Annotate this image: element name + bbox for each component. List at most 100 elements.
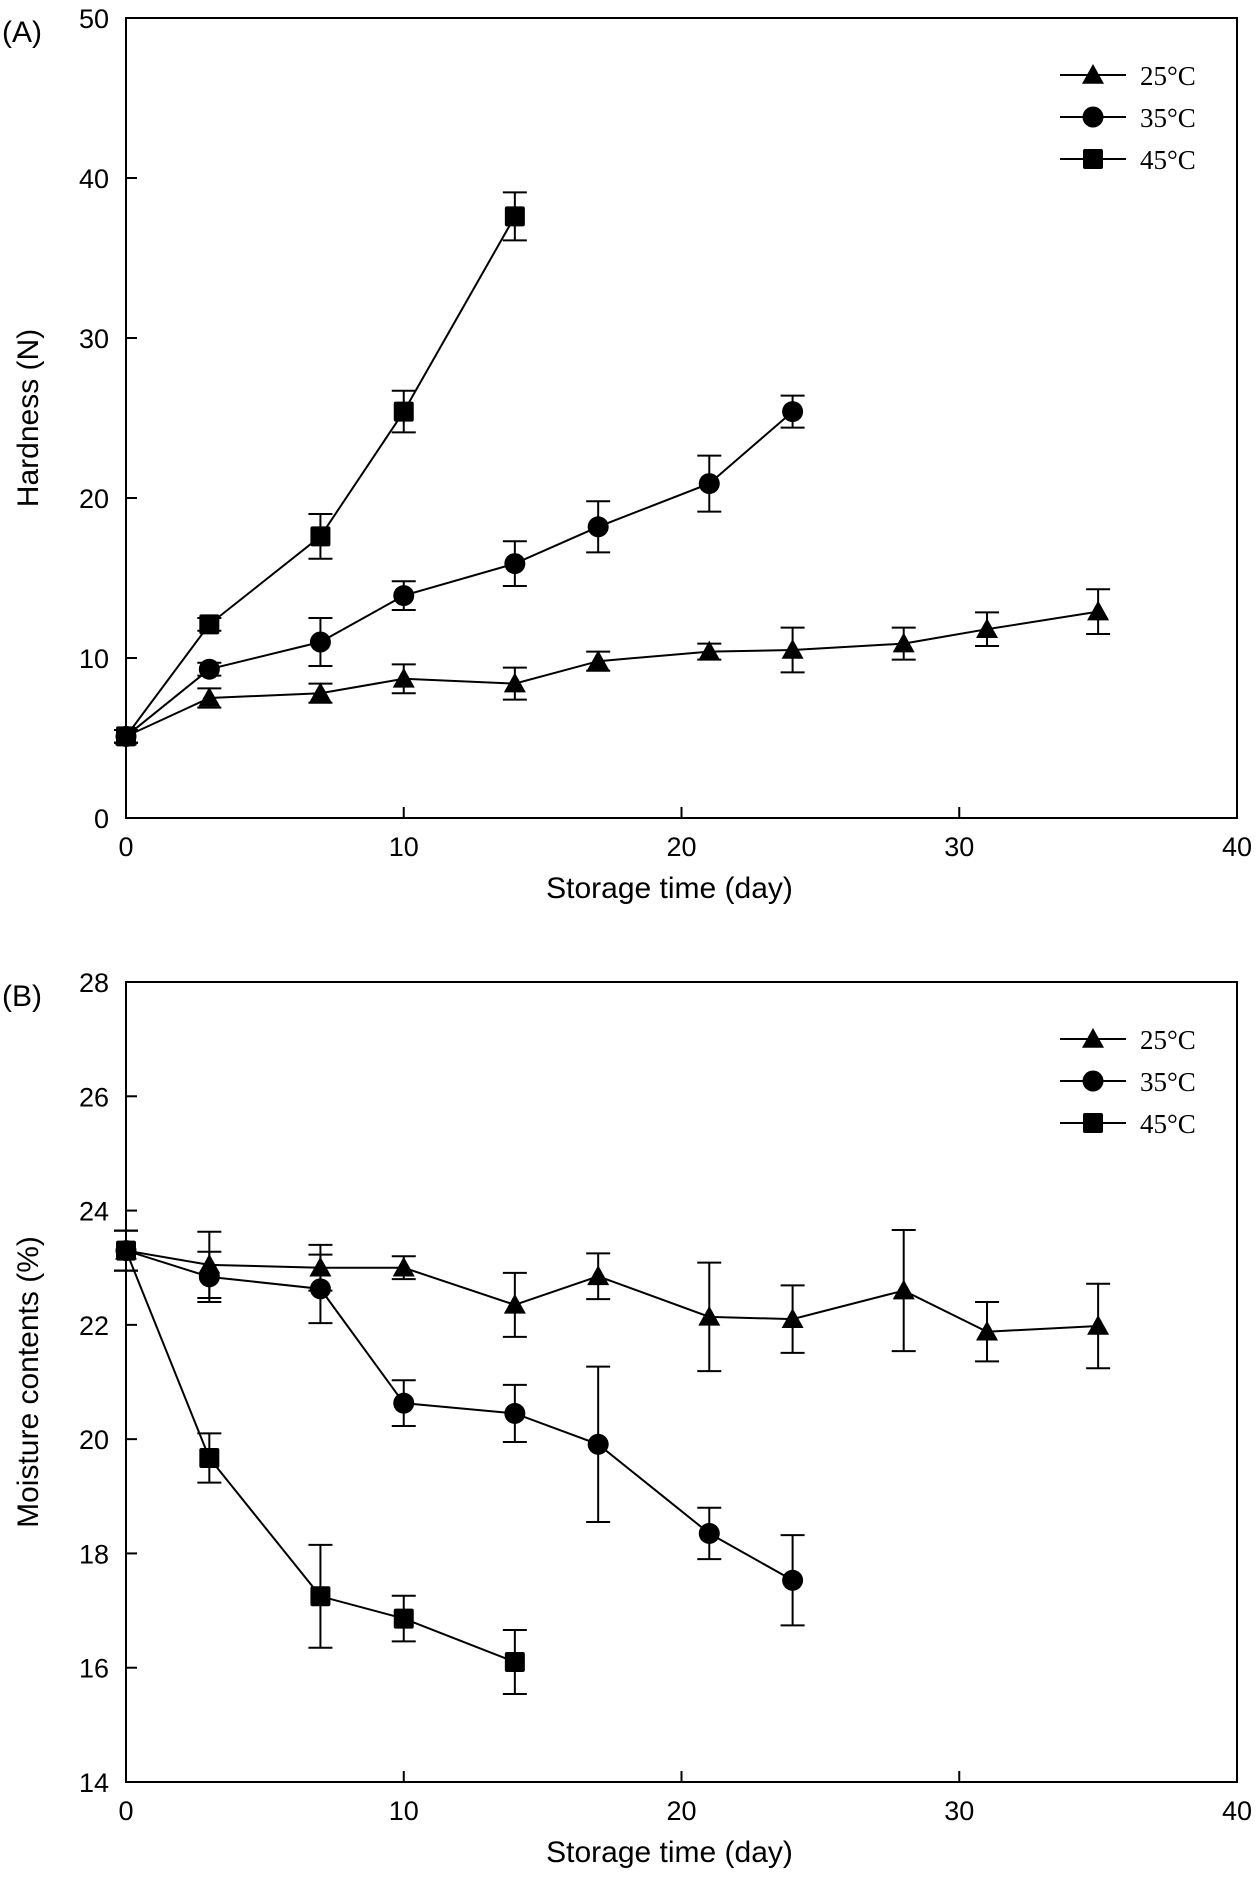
y-tick-label: 22 xyxy=(79,1311,109,1341)
y-tick-label: 30 xyxy=(79,324,109,354)
x-tick-label: 30 xyxy=(944,832,974,862)
series-line xyxy=(125,1249,1099,1333)
data-point-triangle xyxy=(587,650,610,670)
data-point-triangle xyxy=(198,687,221,707)
legend-marker-square-icon xyxy=(1083,149,1103,169)
series-line xyxy=(125,610,1099,738)
series-line xyxy=(125,1249,794,1582)
data-point-circle xyxy=(198,658,220,680)
legend-item: 45°C xyxy=(1060,1109,1196,1139)
x-tick-label: 0 xyxy=(118,832,133,862)
y-tick-label: 26 xyxy=(79,1082,109,1112)
data-point-triangle xyxy=(976,618,999,638)
legend-label: 25°C xyxy=(1140,1025,1196,1055)
data-point-circle xyxy=(698,1522,720,1544)
data-point-square xyxy=(393,1608,414,1629)
legend: 25°C 35°C 45°C xyxy=(1060,61,1196,175)
data-point-circle xyxy=(309,631,331,653)
legend-item: 45°C xyxy=(1060,145,1196,175)
data-point-circle xyxy=(504,553,526,575)
data-point-square xyxy=(310,1586,331,1607)
data-point-circle xyxy=(309,1278,331,1300)
data-point-circle xyxy=(782,1569,804,1591)
legend-marker-square-icon xyxy=(1083,1113,1103,1133)
x-tick-label: 40 xyxy=(1222,832,1252,862)
y-tick-label: 18 xyxy=(79,1539,109,1569)
legend-label: 35°C xyxy=(1140,1067,1196,1097)
y-tick-label: 28 xyxy=(79,968,109,998)
series-line xyxy=(125,410,794,738)
plot-frame xyxy=(125,17,1238,819)
data-point-triangle xyxy=(1087,600,1110,621)
data-point-triangle xyxy=(698,1305,721,1326)
data-point-triangle xyxy=(892,1279,915,1300)
legend-marker-triangle-icon xyxy=(1082,64,1104,84)
data-point-triangle xyxy=(503,672,526,693)
data-point-triangle xyxy=(976,1320,999,1341)
series-layer xyxy=(114,191,1111,747)
y-axis-title: Hardness (N) xyxy=(12,329,45,507)
data-point-circle xyxy=(698,473,720,495)
data-point-square xyxy=(199,1448,220,1468)
y-axis: 14 16 18 20 22 24 26 28 xyxy=(79,968,137,1798)
y-tick-label: 50 xyxy=(79,4,109,34)
data-point-circle xyxy=(587,1433,609,1455)
x-tick-label: 20 xyxy=(666,832,696,862)
data-point-square xyxy=(393,401,414,422)
y-axis-title: Moisture contents (%) xyxy=(12,1236,45,1528)
data-point-triangle xyxy=(781,639,804,659)
data-point-circle xyxy=(393,585,415,607)
y-tick-label: 20 xyxy=(79,484,109,514)
y-tick-label: 40 xyxy=(79,164,109,194)
panel-label: (B) xyxy=(2,980,42,1013)
x-tick-label: 40 xyxy=(1222,1796,1252,1826)
data-point-circle xyxy=(782,401,804,423)
series-triangle xyxy=(114,588,1111,746)
series-circle xyxy=(114,1229,805,1627)
legend: 25°C 35°C 45°C xyxy=(1060,1025,1196,1139)
x-tick-label: 0 xyxy=(118,1796,133,1826)
y-tick-label: 10 xyxy=(79,644,109,674)
x-tick-label: 30 xyxy=(944,1796,974,1826)
y-tick-label: 24 xyxy=(79,1197,109,1227)
series-layer xyxy=(114,1229,1111,1695)
legend-label: 45°C xyxy=(1140,145,1196,175)
data-point-circle xyxy=(198,1266,220,1288)
data-point-triangle xyxy=(781,1308,804,1328)
data-point-square xyxy=(116,726,136,747)
series-triangle xyxy=(114,1229,1111,1373)
data-point-square xyxy=(199,614,220,635)
data-point-triangle xyxy=(392,667,415,688)
legend-item: 35°C xyxy=(1060,1067,1196,1097)
legend-label: 25°C xyxy=(1140,61,1196,91)
legend-item: 35°C xyxy=(1060,103,1196,133)
data-point-triangle xyxy=(392,1256,415,1277)
data-point-square xyxy=(116,1240,136,1261)
data-point-square xyxy=(504,1652,525,1672)
plot-frame xyxy=(125,981,1238,1783)
data-point-circle xyxy=(587,516,609,538)
legend-marker-triangle-icon xyxy=(1082,1028,1104,1048)
y-tick-label: 0 xyxy=(94,804,109,834)
data-point-triangle xyxy=(503,1293,526,1314)
series-square xyxy=(114,1229,527,1695)
y-tick-label: 16 xyxy=(79,1654,109,1684)
legend-label: 45°C xyxy=(1140,1109,1196,1139)
y-tick-label: 14 xyxy=(79,1768,109,1798)
data-point-circle xyxy=(393,1392,415,1414)
data-point-triangle xyxy=(698,640,721,661)
x-axis: 0 10 20 30 40 xyxy=(118,1771,1252,1826)
panel-b-moisture-chart: (B) 0 10 20 30 40 14 16 18 20 22 24 26 28 Storage t… xyxy=(2,968,1252,1869)
legend-item: 25°C xyxy=(1060,61,1196,91)
data-point-square xyxy=(310,526,331,547)
panel-label: (A) xyxy=(2,16,42,49)
y-tick-label: 20 xyxy=(79,1425,109,1455)
data-point-triangle xyxy=(587,1265,610,1286)
data-point-circle xyxy=(504,1402,526,1424)
legend-item: 25°C xyxy=(1060,1025,1196,1055)
x-tick-label: 20 xyxy=(666,1796,696,1826)
data-point-square xyxy=(504,206,525,227)
legend-label: 35°C xyxy=(1140,103,1196,133)
x-axis-title: Storage time (day) xyxy=(546,872,793,905)
